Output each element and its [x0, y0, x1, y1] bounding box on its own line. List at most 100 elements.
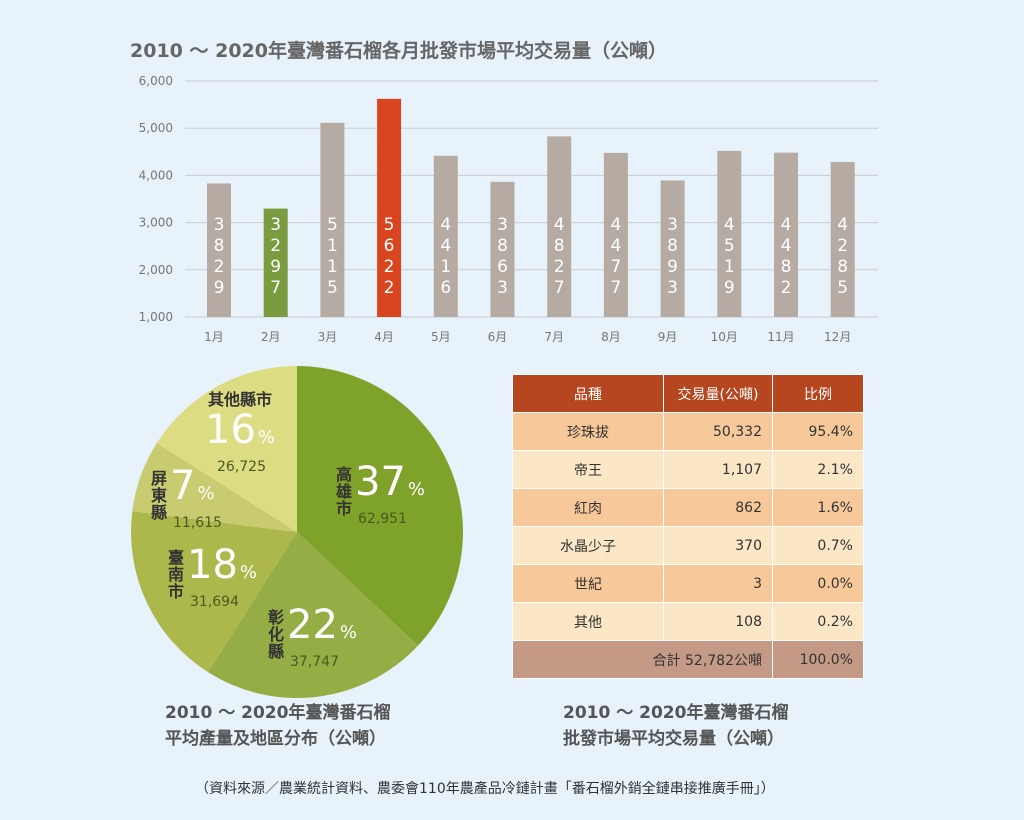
slice-value: 26,725 — [217, 459, 266, 475]
bar-value-digit: 5 — [724, 236, 735, 256]
bar-value-digit: 4 — [781, 236, 792, 256]
bar-value-digit: 4 — [781, 215, 792, 235]
pie-slice — [297, 366, 463, 646]
x-tick-label: 12月 — [824, 330, 851, 344]
bar-value-digit: 4 — [610, 215, 621, 235]
bar-value-digit: 7 — [610, 257, 621, 277]
bar-value-digit: 6 — [497, 257, 508, 277]
bar-chart: 1,0002,0003,0004,0005,0006,00038291月3297… — [139, 74, 878, 344]
slice-percent: 7 — [170, 463, 196, 509]
variety-cell: 其他 — [512, 602, 664, 641]
pie-slice — [130, 511, 297, 673]
x-tick-label: 4月 — [374, 330, 394, 344]
pie-slice — [208, 532, 419, 698]
table-row: 其他 108 0.2% — [512, 602, 864, 641]
header-ratio: 比例 — [772, 374, 864, 413]
bar-value-digit: 3 — [497, 215, 508, 235]
table-row: 帝王 1,107 2.1% — [512, 450, 864, 489]
x-tick-label: 9月 — [658, 330, 678, 344]
bar-value-digit: 2 — [781, 278, 792, 298]
x-tick-label: 7月 — [544, 330, 564, 344]
ratio-cell: 0.2% — [772, 602, 864, 641]
y-tick-label: 6,000 — [139, 74, 173, 88]
bar-value-digit: 8 — [781, 257, 792, 277]
bar — [774, 152, 798, 317]
slice-value: 11,615 — [173, 515, 222, 531]
bar-value-digit: 3 — [667, 278, 678, 298]
x-tick-label: 8月 — [601, 330, 621, 344]
slice-percent: 37 — [355, 459, 406, 505]
bar-value-digit: 3 — [270, 215, 281, 235]
table-caption-line: 批發市場平均交易量（公噸） — [563, 729, 784, 749]
table-row: 世紀 3 0.0% — [512, 564, 864, 603]
bar — [320, 122, 345, 317]
x-tick-label: 11月 — [767, 330, 794, 344]
slice-percent-sign: % — [339, 622, 358, 643]
bar — [830, 161, 855, 317]
total-percent: 100.0% — [772, 640, 864, 679]
slice-label: 其他縣市 — [208, 390, 273, 409]
slice-text-column: 16% 26,725 — [205, 410, 275, 476]
bar — [207, 183, 231, 317]
pie-label-group: 屏東縣 7% 11,615 — [148, 466, 222, 532]
bar-value-digit: 7 — [270, 278, 281, 298]
volume-cell: 862 — [663, 488, 773, 527]
variety-cell: 水晶少子 — [512, 526, 664, 565]
y-tick-label: 4,000 — [139, 168, 173, 182]
slice-percent-line: 7% — [170, 466, 215, 514]
volume-cell: 3 — [663, 564, 773, 603]
pie-caption-line: 2010 ～ 2020年臺灣番石榴 — [165, 703, 391, 723]
header-volume: 交易量(公噸) — [663, 374, 773, 413]
bar-value-digit: 8 — [554, 236, 565, 256]
bar-value-digit: 5 — [327, 215, 338, 235]
x-tick-label: 3月 — [318, 330, 338, 344]
table-row: 紅肉 862 1.6% — [512, 488, 864, 527]
pie-slice — [156, 366, 297, 532]
variety-table: 品種 交易量(公噸) 比例 珍珠拔 50,332 95.4% 帝王 1,107 2.1% 紅… — [512, 374, 864, 679]
pie-label-group: 其他縣市 16% 26,725 — [205, 390, 275, 476]
slice-percent: 16 — [205, 407, 256, 453]
slice-percent-sign: % — [239, 562, 258, 583]
variety-cell: 世紀 — [512, 564, 664, 603]
pie-caption: 2010 ～ 2020年臺灣番石榴 平均產量及地區分布（公噸） — [165, 700, 390, 752]
y-tick-label: 1,000 — [139, 310, 173, 324]
slice-value: 37,747 — [290, 654, 339, 670]
ratio-cell: 0.7% — [772, 526, 864, 565]
total-row: 合計 52,782公噸 100.0% — [512, 640, 864, 679]
slice-label: 彰化縣 — [265, 609, 284, 660]
y-tick-label: 3,000 — [139, 216, 173, 230]
bar-value-digit: 9 — [214, 278, 225, 298]
x-tick-label: 1月 — [204, 330, 224, 344]
slice-percent: 22 — [287, 602, 338, 648]
bar-value-digit: 4 — [724, 215, 735, 235]
bar — [377, 98, 402, 317]
bar-value-digit: 2 — [554, 257, 565, 277]
slice-text-column: 22% 37,747 — [287, 605, 357, 671]
bar-value-digit: 1 — [440, 257, 451, 277]
slice-text-column: 18% 31,694 — [187, 545, 257, 611]
bar-value-digit: 1 — [327, 257, 338, 277]
bar — [603, 152, 628, 317]
volume-cell: 1,107 — [663, 450, 773, 489]
slice-percent: 18 — [187, 542, 238, 588]
bar-value-digit: 4 — [440, 236, 451, 256]
source-note: （資料來源／農業統計資料、農委會110年農產品冷鏈計畫「番石榴外銷全鏈串接推廣手… — [195, 781, 775, 797]
pie-label-group: 彰化縣 22% 37,747 — [265, 605, 357, 671]
bar-value-digit: 5 — [327, 278, 338, 298]
ratio-cell: 2.1% — [772, 450, 864, 489]
slice-label: 高雄市 — [333, 466, 352, 517]
volume-cell: 370 — [663, 526, 773, 565]
slice-text-column: 37% 62,951 — [355, 462, 425, 528]
y-tick-label: 2,000 — [139, 263, 173, 277]
table-caption: 2010 ～ 2020年臺灣番石榴 批發市場平均交易量（公噸） — [563, 700, 788, 752]
ratio-cell: 95.4% — [772, 412, 864, 451]
table-row: 珍珠拔 50,332 95.4% — [512, 412, 864, 451]
slice-label: 屏東縣 — [148, 470, 167, 521]
pie-label-group: 臺南市 18% 31,694 — [165, 545, 257, 611]
table-caption-line: 2010 ～ 2020年臺灣番石榴 — [563, 703, 789, 723]
slice-value: 31,694 — [190, 594, 239, 610]
pie-slice — [132, 443, 297, 532]
slice-percent-line: 37% — [355, 462, 425, 510]
bar-value-digit: 3 — [214, 215, 225, 235]
